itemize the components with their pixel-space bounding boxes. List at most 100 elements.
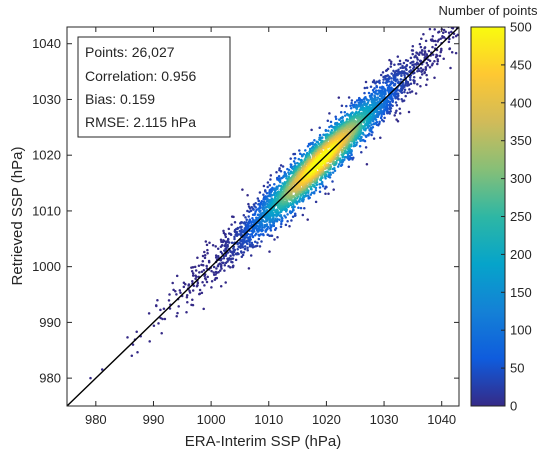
- scatter-point: [324, 192, 327, 195]
- scatter-point: [269, 178, 272, 181]
- scatter-point: [130, 354, 134, 357]
- scatter-point: [188, 291, 192, 294]
- scatter-point: [369, 126, 373, 130]
- scatter-point: [378, 94, 382, 98]
- scatter-point: [419, 76, 422, 80]
- scatter-point: [293, 212, 297, 215]
- scatter-point: [259, 233, 263, 236]
- scatter-point: [318, 170, 322, 174]
- scatter-point: [387, 80, 391, 83]
- scatter-point: [398, 112, 402, 115]
- scatter-point: [264, 190, 267, 193]
- scatter-point: [187, 283, 191, 286]
- scatter-point: [178, 289, 182, 292]
- scatter-point: [191, 289, 195, 292]
- scatter-point: [155, 304, 158, 308]
- scatter-point: [208, 241, 211, 245]
- scatter-point: [364, 80, 368, 84]
- scatter-point: [454, 34, 458, 38]
- y-tick-label: 1030: [32, 92, 61, 107]
- scatter-point: [344, 149, 347, 152]
- scatter-point: [352, 105, 356, 109]
- scatter-point: [424, 65, 428, 69]
- scatter-point: [157, 322, 160, 325]
- scatter-point: [436, 58, 439, 61]
- stats-bias: Bias: 0.159: [85, 91, 155, 107]
- scatter-point: [350, 99, 354, 102]
- scatter-point: [241, 188, 244, 191]
- scatter-point: [404, 79, 408, 82]
- scatter-point: [435, 53, 438, 57]
- scatter-point: [247, 267, 251, 270]
- scatter-point: [147, 312, 151, 315]
- scatter-point: [450, 30, 453, 34]
- scatter-point: [350, 149, 353, 152]
- scatter-point: [260, 228, 263, 232]
- scatter-point: [240, 221, 244, 224]
- scatter-point: [442, 28, 446, 32]
- scatter-point: [205, 264, 208, 268]
- x-tick-label: 1010: [254, 412, 283, 427]
- scatter-point: [436, 59, 440, 63]
- scatter-point: [243, 247, 247, 251]
- scatter-point: [394, 74, 398, 77]
- scatter-point: [365, 163, 369, 166]
- scatter-point: [270, 194, 274, 197]
- scatter-point: [378, 120, 381, 124]
- stats-points: Points: 26,027: [85, 44, 175, 60]
- scatter-point: [449, 66, 452, 70]
- scatter-point: [340, 163, 344, 166]
- scatter-point: [340, 153, 343, 156]
- scatter-point: [364, 127, 368, 130]
- scatter-point: [212, 265, 216, 269]
- scatter-point: [163, 317, 167, 321]
- scatter-point: [379, 108, 383, 112]
- scatter-point: [277, 174, 281, 178]
- scatter-point: [403, 88, 407, 91]
- scatter-point: [214, 256, 218, 259]
- scatter-point: [240, 225, 243, 229]
- scatter-point: [179, 291, 182, 295]
- scatter-point: [253, 213, 256, 216]
- scatter-point: [448, 20, 451, 23]
- scatter-point: [389, 60, 393, 64]
- scatter-point: [239, 250, 243, 253]
- scatter-point: [466, 31, 469, 34]
- scatter-point: [223, 269, 226, 272]
- scatter-point: [203, 254, 207, 257]
- scatter-point: [395, 118, 398, 121]
- scatter-point: [327, 192, 330, 195]
- scatter-point: [300, 154, 304, 158]
- scatter-point: [390, 72, 393, 75]
- scatter-point: [246, 209, 249, 213]
- scatter-point: [252, 208, 255, 211]
- scatter-point: [220, 263, 223, 267]
- scatter-point: [284, 197, 288, 201]
- scatter-point: [194, 277, 197, 281]
- scatter-point: [366, 133, 370, 137]
- colorbar-tick-label: 100: [510, 323, 532, 338]
- scatter-point: [202, 268, 206, 272]
- scatter-point: [326, 119, 330, 122]
- scatter-point: [245, 218, 248, 222]
- scatter-point: [196, 256, 199, 259]
- scatter-point: [243, 245, 247, 248]
- x-axis: 980 990 1000 1010 1020 1030 1040: [85, 27, 456, 427]
- scatter-point: [246, 225, 250, 228]
- stats-rmse: RMSE: 2.115 hPa: [85, 114, 196, 130]
- scatter-point: [246, 248, 249, 252]
- scatter-point: [207, 261, 211, 264]
- scatter-point: [327, 129, 330, 132]
- scatter-point: [193, 265, 197, 269]
- scatter-point: [350, 101, 353, 105]
- colorbar-tick-label: 450: [510, 57, 532, 72]
- scatter-point: [214, 273, 217, 276]
- scatter-point: [222, 261, 225, 265]
- scatter-point: [423, 71, 427, 74]
- scatter-point: [310, 128, 313, 132]
- scatter-point: [191, 265, 195, 269]
- scatter-point: [390, 77, 393, 80]
- scatter-point: [278, 218, 281, 222]
- scatter-point: [160, 332, 163, 335]
- scatter-point: [273, 183, 276, 186]
